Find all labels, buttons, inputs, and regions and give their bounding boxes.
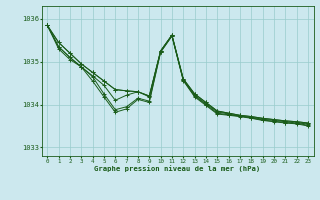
X-axis label: Graphe pression niveau de la mer (hPa): Graphe pression niveau de la mer (hPa) — [94, 165, 261, 172]
